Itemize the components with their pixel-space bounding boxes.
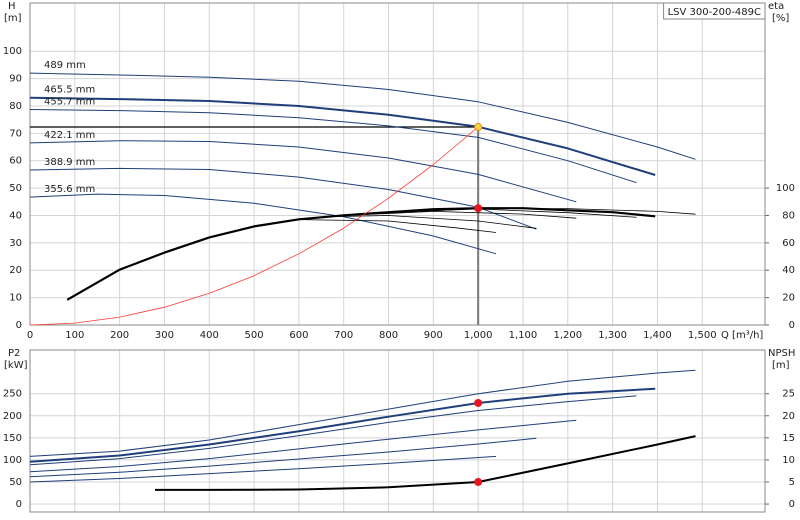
- y-tick-label: 0: [16, 499, 22, 510]
- curve: [321, 215, 537, 229]
- x-tick-label: 1,000: [464, 330, 493, 341]
- y2-tick-label: 100: [776, 183, 795, 194]
- y-tick-label: 50: [9, 477, 22, 488]
- curve: [29, 109, 637, 184]
- x-tick-label: 600: [289, 330, 308, 341]
- plot-frame: [29, 349, 766, 513]
- x-tick-label: 900: [424, 330, 443, 341]
- x-axis-label: Q [m³/h]: [721, 330, 763, 341]
- y2-tick-label: 20: [782, 293, 795, 304]
- y-axis-unit: [kW]: [4, 360, 28, 371]
- y-tick-label: 250: [3, 389, 22, 400]
- curve-label: 489 mm: [44, 60, 86, 71]
- y-tick-label: 90: [9, 74, 22, 85]
- y2-tick-label: 80: [782, 210, 795, 221]
- y-tick-label: 20: [9, 265, 22, 276]
- curve-label: 388.9 mm: [44, 157, 95, 168]
- x-tick-label: 100: [65, 330, 84, 341]
- y-tick-label: 60: [9, 156, 22, 167]
- x-tick-label: 300: [155, 330, 174, 341]
- title-box: [663, 2, 766, 20]
- x-tick-label: 400: [200, 330, 219, 341]
- y2-tick-label: 40: [782, 265, 795, 276]
- operating-point: [474, 398, 483, 407]
- x-tick-label: 800: [379, 330, 398, 341]
- curve: [29, 455, 497, 483]
- curve: [29, 395, 637, 466]
- curve: [298, 219, 497, 233]
- curve: [29, 369, 696, 457]
- y-axis-unit: [m]: [4, 13, 22, 24]
- y-tick-label: 80: [9, 101, 22, 112]
- y2-tick-label: 0: [789, 320, 795, 331]
- y-tick-label: 0: [16, 320, 22, 331]
- curve: [29, 140, 577, 203]
- curve: [388, 208, 637, 218]
- curve: [66, 207, 656, 301]
- curve: [29, 387, 656, 463]
- x-tick-label: 1,100: [509, 330, 538, 341]
- y2-tick-label: 15: [782, 433, 795, 444]
- curve-label: 422.1 mm: [44, 130, 95, 141]
- curve: [343, 211, 577, 219]
- curve-label: 465.5 mm: [44, 85, 95, 96]
- curve-label: 355.6 mm: [44, 184, 95, 195]
- y2-axis-label: NPSH: [768, 348, 795, 359]
- x-tick-label: 500: [245, 330, 264, 341]
- x-tick-label: 0: [27, 330, 33, 341]
- curve: [29, 72, 696, 160]
- x-tick-label: 700: [334, 330, 353, 341]
- y2-tick-label: 0: [789, 499, 795, 510]
- x-tick-label: 1,400: [643, 330, 672, 341]
- plot-frame: [29, 2, 766, 326]
- y2-tick-label: 5: [789, 477, 795, 488]
- y-tick-label: 40: [9, 210, 22, 221]
- operating-point: [474, 477, 483, 486]
- y2-tick-label: 60: [782, 238, 795, 249]
- chart-title: LSV 300-200-489C: [668, 7, 761, 18]
- y-tick-label: 150: [3, 433, 22, 444]
- x-tick-label: 200: [110, 330, 129, 341]
- x-tick-label: 1,500: [688, 330, 717, 341]
- y-tick-label: 10: [9, 293, 22, 304]
- x-tick-label: 1,200: [553, 330, 582, 341]
- y-axis-label: P2: [8, 348, 20, 359]
- curve: [29, 419, 577, 473]
- y-tick-label: 30: [9, 238, 22, 249]
- y2-axis-unit: [%]: [772, 13, 789, 24]
- y2-axis-label: eta: [768, 1, 784, 12]
- curve: [29, 437, 537, 478]
- y2-axis-unit: [m]: [772, 360, 790, 371]
- operating-point: [474, 204, 483, 213]
- x-tick-label: 1,300: [598, 330, 627, 341]
- curve: [155, 435, 696, 491]
- y-tick-label: 200: [3, 411, 22, 422]
- operating-point: [474, 123, 483, 132]
- y-axis-label: H: [8, 1, 16, 12]
- curve-label: 455.7 mm: [44, 97, 95, 108]
- y2-tick-label: 10: [782, 455, 795, 466]
- y-tick-label: 50: [9, 183, 22, 194]
- y-tick-label: 70: [9, 128, 22, 139]
- curve: [29, 126, 479, 326]
- y-tick-label: 100: [3, 46, 22, 57]
- y-tick-label: 100: [3, 455, 22, 466]
- curve: [29, 193, 497, 255]
- y2-tick-label: 20: [782, 411, 795, 422]
- curve: [29, 96, 656, 176]
- y2-tick-label: 25: [782, 389, 795, 400]
